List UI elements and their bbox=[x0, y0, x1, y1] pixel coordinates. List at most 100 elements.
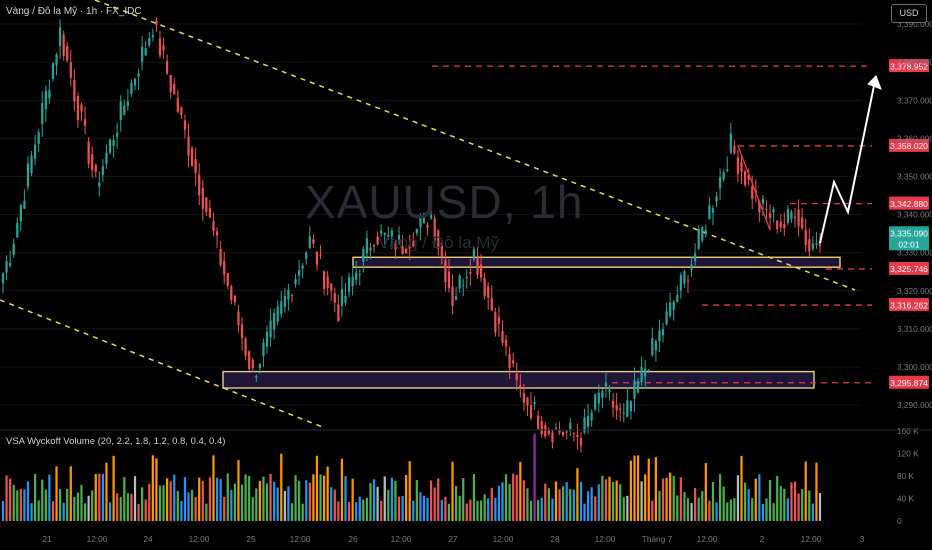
volume-bar bbox=[694, 488, 697, 521]
volume-bar bbox=[397, 496, 401, 521]
volume-tick-label: 0 bbox=[897, 516, 902, 526]
candle bbox=[740, 156, 743, 185]
candle-body bbox=[80, 104, 83, 112]
candle bbox=[547, 427, 550, 437]
volume-bar bbox=[611, 482, 615, 521]
candle bbox=[430, 206, 433, 221]
candle-body bbox=[768, 213, 772, 218]
candle bbox=[801, 208, 804, 231]
candle bbox=[80, 102, 83, 121]
candle-body bbox=[23, 200, 26, 209]
volume-bar bbox=[226, 473, 229, 521]
candle bbox=[19, 203, 22, 231]
price-axis: 3,390.0003,380.0003,370.0003,360.0003,35… bbox=[889, 19, 932, 410]
volume-bar bbox=[208, 477, 212, 521]
candle bbox=[322, 270, 326, 296]
candle-body bbox=[458, 275, 461, 289]
candle bbox=[358, 269, 361, 286]
candle-body bbox=[230, 286, 233, 301]
volume-bar bbox=[733, 498, 736, 521]
candle bbox=[330, 283, 333, 301]
candle-body bbox=[529, 405, 533, 419]
volume-bar bbox=[562, 486, 565, 521]
volume-bar bbox=[194, 497, 197, 521]
candle bbox=[405, 246, 408, 254]
volume-bar bbox=[144, 499, 147, 521]
candle-body bbox=[255, 376, 258, 378]
candle bbox=[73, 69, 76, 111]
candle bbox=[572, 432, 575, 442]
candle-body bbox=[790, 211, 793, 220]
candle bbox=[362, 246, 365, 273]
current-price-box bbox=[889, 226, 929, 251]
candle-body bbox=[240, 324, 244, 339]
volume-bar bbox=[526, 488, 529, 521]
volume-bar bbox=[765, 498, 768, 521]
volume-bar bbox=[237, 459, 240, 521]
volume-bar bbox=[19, 489, 22, 521]
candle-body bbox=[98, 182, 101, 187]
candle-body bbox=[708, 205, 711, 220]
volume-bar bbox=[772, 503, 775, 521]
candle bbox=[176, 89, 179, 114]
candle-body bbox=[315, 251, 319, 265]
candle bbox=[208, 199, 212, 219]
volume-bar bbox=[190, 489, 194, 521]
volume-bar bbox=[579, 481, 583, 521]
candle bbox=[783, 212, 786, 236]
volume-bar bbox=[37, 500, 40, 521]
candle bbox=[205, 197, 208, 216]
candle bbox=[315, 251, 319, 271]
volume-bar bbox=[66, 488, 69, 521]
candle-body bbox=[387, 235, 390, 237]
candle bbox=[137, 68, 140, 90]
symbol-header[interactable]: Vàng / Đô la Mỹ · 1h · FX_IDC bbox=[6, 6, 142, 17]
volume-bar bbox=[519, 461, 522, 521]
price-tick-label: 3,380.000 bbox=[897, 57, 932, 67]
volume-bar bbox=[83, 503, 87, 521]
volume-bar bbox=[351, 478, 354, 521]
candle-body bbox=[133, 78, 137, 86]
arrow-head-icon bbox=[867, 75, 882, 90]
volume-bar bbox=[522, 480, 525, 521]
volume-bar bbox=[251, 497, 254, 521]
volume-bar bbox=[101, 473, 105, 521]
candle-body bbox=[176, 98, 179, 113]
candle-body bbox=[729, 133, 732, 153]
candle-body bbox=[426, 225, 429, 228]
candle bbox=[479, 253, 483, 283]
candle-body bbox=[362, 248, 365, 262]
price-tick-label: 3,360.000 bbox=[897, 133, 932, 143]
volume-bar bbox=[340, 458, 344, 521]
horizontal-levels: 3,378.952 3,358.020 3,342.880 3,325.746 3,31… bbox=[432, 59, 929, 389]
candle-body bbox=[208, 208, 212, 218]
candle-body bbox=[412, 241, 415, 247]
volume-bar bbox=[512, 473, 515, 521]
candle bbox=[654, 339, 657, 362]
candle bbox=[283, 287, 286, 313]
candle-body bbox=[9, 262, 12, 266]
volume-bar bbox=[458, 495, 461, 521]
candle bbox=[804, 218, 807, 252]
volume-bar bbox=[169, 481, 172, 521]
candle bbox=[219, 241, 222, 267]
level-label-box bbox=[889, 59, 929, 73]
candle bbox=[133, 77, 137, 91]
currency-button[interactable]: USD bbox=[891, 4, 927, 23]
candle-body bbox=[66, 46, 69, 61]
candle-body bbox=[298, 270, 301, 276]
candle-body bbox=[665, 311, 668, 325]
candle bbox=[62, 30, 65, 61]
time-tick-label: 12:00 bbox=[697, 534, 718, 544]
candle bbox=[747, 168, 750, 186]
volume-bar bbox=[51, 501, 55, 521]
volume-bar bbox=[5, 475, 8, 521]
volume-bar bbox=[551, 498, 554, 521]
volume-indicator-title[interactable]: VSA Wyckoff Volume (20, 2.2, 1.8, 1.2, 0… bbox=[6, 436, 226, 447]
volume-bar bbox=[240, 484, 244, 521]
volume-bar bbox=[697, 497, 700, 521]
volume-bar bbox=[48, 474, 51, 521]
time-tick-label: 26 bbox=[348, 534, 358, 544]
candle bbox=[230, 284, 233, 305]
